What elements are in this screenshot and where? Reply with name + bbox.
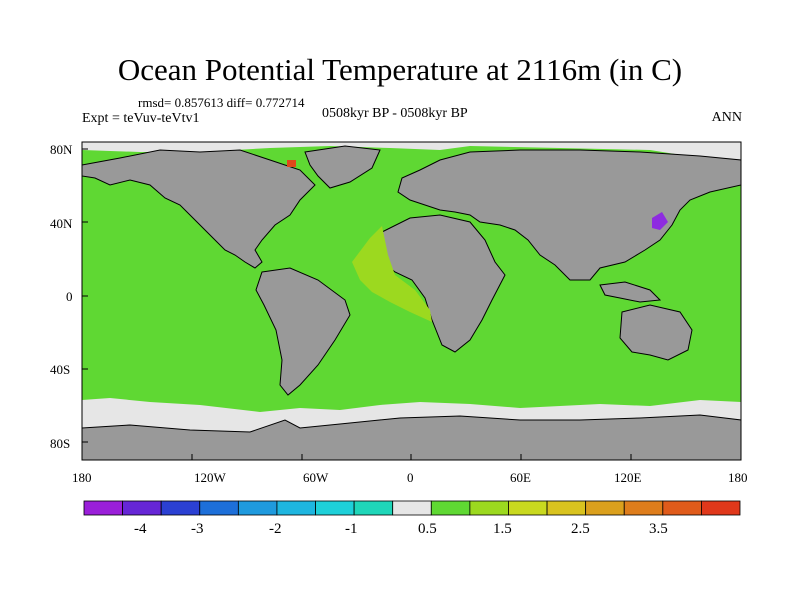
atlantic-warm-region [352,226,432,322]
land-eurasia [397,149,742,281]
chart-title: Ocean Potential Temperature at 2116m (in… [117,52,683,87]
legend-swatch-16 [701,500,741,516]
legend-label-2p5: 2.5 [571,521,590,537]
legend-label-neg1: -1 [345,521,358,537]
hotspot-arctic [287,160,296,167]
lat-label-40n: 40N [50,216,73,231]
legend-swatch-2 [160,500,201,516]
land-south-america [255,267,351,396]
arctic-ice [82,142,741,160]
legend-swatch-10 [469,500,509,516]
lon-label-60w: 60W [303,470,329,485]
legend-label-neg3: -3 [191,521,204,537]
legend-label-0p5: 0.5 [418,521,437,537]
legend-swatch-4 [237,500,278,516]
lat-label-80s: 80S [50,436,71,451]
legend-label-neg2: -2 [269,521,282,537]
rmsd-diff-stats: rmsd= 0.857613 diff= 0.772714 [138,95,305,110]
lat-label-40s: 40S [50,362,71,377]
legend-swatch-0 [83,500,123,516]
experiment-label: Expt = teVuv-teVtv1 [82,111,200,126]
legend-swatch-13 [585,500,625,516]
lon-label-180w: 180 [72,470,92,485]
legend-swatch-12 [546,500,587,516]
lon-label-120e: 120E [614,470,642,485]
lon-label-120w: 120W [194,470,226,485]
lat-label-80n: 80N [50,142,73,157]
lon-label-180e: 180 [728,470,748,485]
coldspot-japan [652,212,668,230]
legend-label-1p5: 1.5 [493,521,512,537]
land-north-america [81,149,316,269]
land-africa [377,214,506,353]
land-australia [619,304,693,361]
lon-label-60e: 60E [510,470,531,485]
legend-label-3p5: 3.5 [649,521,668,537]
lat-label-eq: 0 [66,289,73,304]
legend-label-neg4: -4 [134,521,147,537]
legend-swatch-5 [276,500,316,516]
legend-swatch-15 [662,500,702,516]
legend-swatch-8 [392,500,432,516]
season-label: ANN [711,110,742,125]
legend-swatch-11 [508,500,548,516]
legend-swatch-9 [430,500,471,516]
legend-swatch-1 [122,500,162,516]
legend-swatch-6 [315,500,355,516]
legend-swatch-14 [623,500,664,516]
land-greenland [304,145,381,189]
land-indonesia [599,281,662,303]
lon-label-0: 0 [407,470,414,485]
legend-swatch-7 [353,500,394,516]
period-label: 0508kyr BP - 0508kyr BP [322,106,468,121]
legend-swatch-3 [199,500,239,516]
